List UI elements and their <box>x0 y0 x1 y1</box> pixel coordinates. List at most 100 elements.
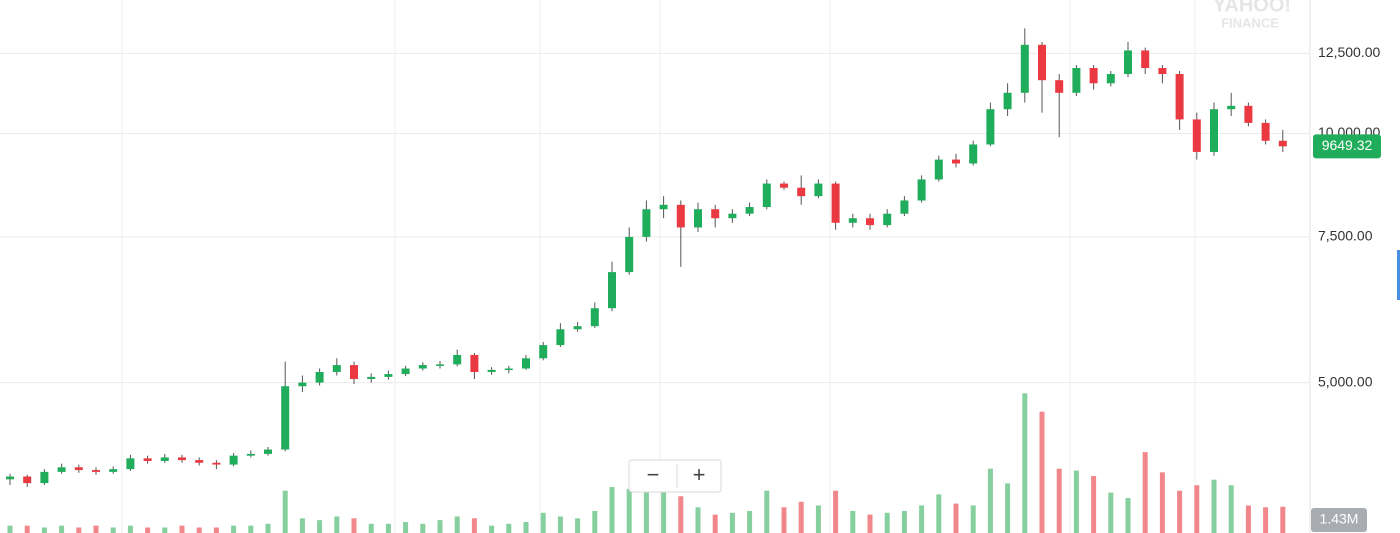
candle-body <box>418 365 427 369</box>
candle-body <box>23 476 32 484</box>
candle-body <box>573 326 582 330</box>
candle-body <box>212 462 221 465</box>
candle-body <box>367 376 376 380</box>
candle-body <box>143 458 152 461</box>
vertical-grid <box>121 0 1196 533</box>
candle-body <box>1106 74 1115 84</box>
candle-body <box>608 272 616 309</box>
candle-body <box>952 159 960 164</box>
volume-bar <box>265 523 271 533</box>
volume-bar <box>403 521 409 533</box>
candle-body <box>625 236 634 273</box>
volume-bar <box>248 525 254 533</box>
volume-bar <box>334 516 340 533</box>
y-tick-label: 12,500.00 <box>1318 44 1380 60</box>
zoom-out-button[interactable]: − <box>647 462 660 487</box>
volume-bar <box>489 525 495 533</box>
volume-bar <box>1091 476 1097 533</box>
volume-bar <box>953 503 959 533</box>
candle-body <box>883 213 892 226</box>
volume-bar <box>815 505 821 533</box>
volume-bar <box>1194 485 1200 533</box>
candle-body <box>694 209 702 228</box>
volume-bar <box>523 521 529 533</box>
volume-bar <box>1245 505 1251 533</box>
candle-body <box>315 371 324 383</box>
scroll-handle[interactable] <box>1397 250 1400 300</box>
candle-body <box>1192 119 1201 152</box>
y-tick-label: 5,000.00 <box>1318 373 1373 389</box>
volume-bar <box>471 518 477 533</box>
candle-body <box>74 467 83 471</box>
candle-body <box>969 144 978 164</box>
volume-bar <box>643 487 649 533</box>
candle-body <box>659 204 668 210</box>
candle-body <box>109 469 118 472</box>
volume-bar <box>1263 507 1269 533</box>
volume-bar <box>1022 393 1028 533</box>
volume-bar <box>747 510 753 533</box>
candle-body <box>1227 105 1236 110</box>
volume-bar <box>162 527 168 533</box>
volume-bar <box>7 525 13 533</box>
candle-body <box>1244 105 1253 123</box>
volume-bar <box>299 518 305 533</box>
volume-bar <box>145 527 151 533</box>
candle-body <box>762 183 771 208</box>
volume-bar <box>437 520 443 533</box>
volume-bar <box>1108 492 1114 533</box>
last-price-tag <box>1313 134 1381 159</box>
candle-body <box>1278 140 1287 147</box>
plot: 5,000.007,500.0010,000.0012,500.009649.3… <box>0 28 1381 533</box>
volume-bar <box>919 505 925 533</box>
candle-body <box>780 183 788 188</box>
volume-bar <box>764 490 770 533</box>
candle-body <box>92 470 100 472</box>
candle-body <box>229 455 238 465</box>
volume-bar <box>1280 506 1286 533</box>
candle-body <box>728 213 737 219</box>
watermark: FINANCE <box>1221 15 1279 30</box>
volume-bar <box>557 516 563 533</box>
volume-bar <box>901 510 907 533</box>
volume-bar <box>59 525 65 533</box>
watermark: YAHOO! <box>1213 0 1291 16</box>
last-volume-tag <box>1311 508 1367 532</box>
candle-body <box>1124 50 1132 75</box>
volume-bar <box>368 523 374 533</box>
candle-body <box>1072 68 1081 93</box>
last-price-label: 9649.32 <box>1322 137 1373 153</box>
volume-bar <box>506 523 512 533</box>
volume-bar <box>987 468 993 533</box>
volume-bar <box>1073 470 1079 533</box>
zoom-control: − + <box>628 459 722 493</box>
candle-body <box>246 453 255 456</box>
volume-bar <box>798 501 804 533</box>
volume-bar <box>712 514 718 533</box>
candle-body <box>350 365 358 380</box>
volume-bar <box>1177 490 1183 533</box>
candle-body <box>814 183 823 197</box>
volume-bar <box>540 512 546 533</box>
candle-body <box>1003 92 1012 110</box>
candle-body <box>195 460 204 463</box>
candle-body <box>40 471 49 484</box>
candle-body <box>1210 109 1218 152</box>
candle-body <box>1020 44 1029 93</box>
zoom-in-button[interactable]: + <box>693 462 706 487</box>
candle-body <box>264 449 272 454</box>
last-volume-label: 1.43M <box>1320 511 1359 527</box>
candle-body <box>1261 122 1270 141</box>
candle-body <box>1158 68 1167 75</box>
candle-body <box>1141 50 1150 69</box>
candle-body <box>453 354 462 365</box>
volume-bar <box>695 507 701 533</box>
candle-body <box>556 329 565 346</box>
volume-bar <box>626 488 632 533</box>
volume-bar <box>93 525 99 533</box>
candle-body <box>642 209 651 237</box>
volume-bar <box>833 490 839 533</box>
candle-body <box>866 218 874 226</box>
candle-body <box>6 476 14 480</box>
volume-bar <box>1142 452 1148 533</box>
